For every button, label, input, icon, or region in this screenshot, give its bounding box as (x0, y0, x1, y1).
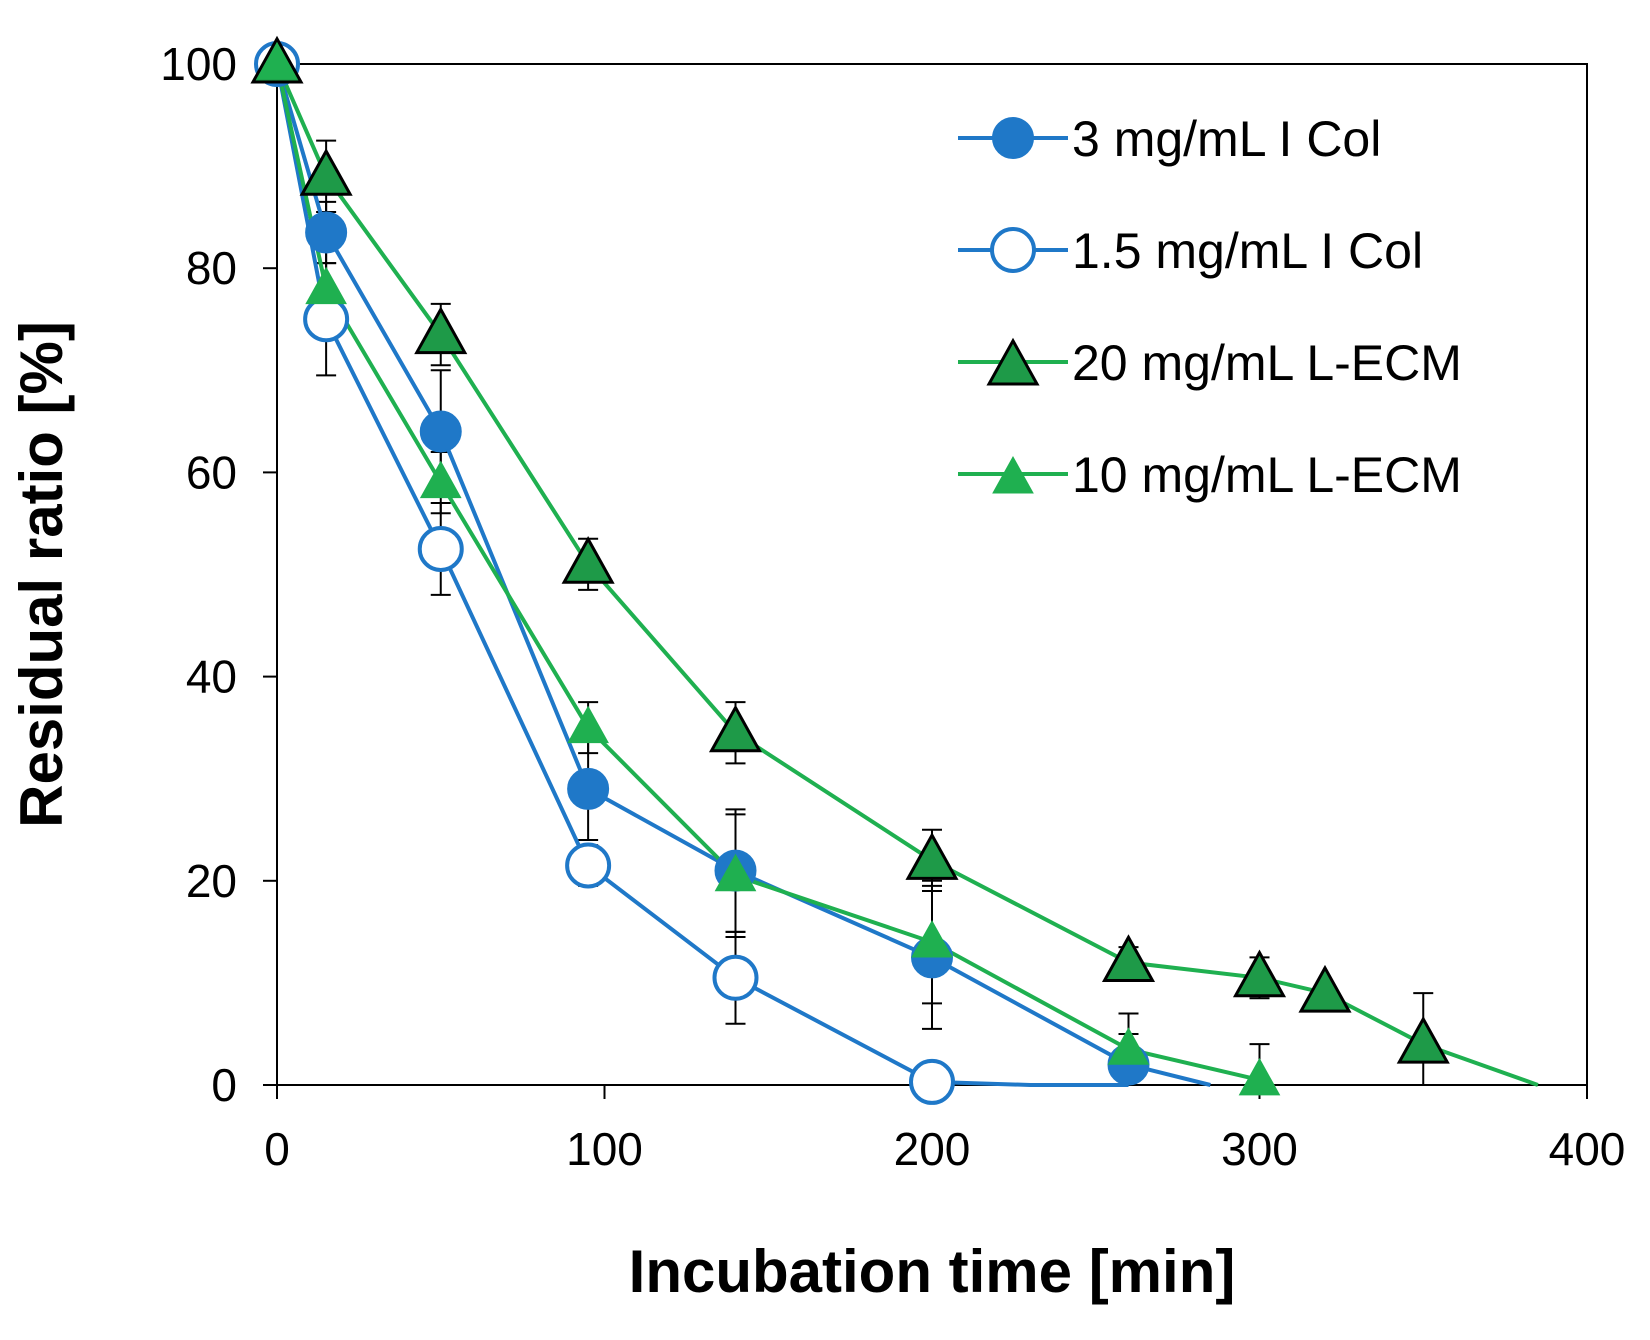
data-point-1-5-mg-ml-i-col (909, 1058, 955, 1105)
y-tick-label: 80 (186, 242, 237, 294)
legend-label: 1.5 mg/mL I Col (1072, 223, 1423, 279)
data-point-3-mg-ml-i-col (567, 767, 610, 810)
legend: 3 mg/mL I Col 1.5 mg/mL I Col 20 mg/mL L-E… (958, 111, 1462, 503)
error-bars (316, 139, 1434, 1086)
data-point-20-mg-ml-l-ecm (708, 704, 763, 753)
data-point-1-5-mg-ml-i-col (417, 525, 464, 572)
legend-label: 20 mg/mL L-ECM (1072, 335, 1462, 391)
data-point-10-mg-ml-l-ecm (714, 853, 757, 892)
data-point-20-mg-ml-l-ecm (561, 536, 615, 584)
data-point-10-mg-ml-l-ecm (256, 41, 298, 80)
x-axis-title: Incubation time [min] (629, 1238, 1236, 1305)
data-point-1-5-mg-ml-i-col (565, 842, 612, 889)
data-point-20-mg-ml-l-ecm (1101, 934, 1156, 982)
data-point-20-mg-ml-l-ecm (299, 148, 353, 196)
data-point-20-mg-ml-l-ecm (1396, 1015, 1450, 1064)
legend-marker (990, 227, 1036, 273)
series-line-3-mg-ml-i-col (275, 63, 1211, 1087)
x-tick-label: 0 (264, 1123, 290, 1175)
legend-marker (992, 455, 1034, 494)
data-point-10-mg-ml-l-ecm (1238, 1057, 1281, 1096)
data-point-20-mg-ml-l-ecm (905, 832, 959, 880)
legend-marker (986, 337, 1040, 386)
data-point-1-5-mg-ml-i-col (303, 296, 350, 343)
x-tick-label: 200 (894, 1123, 971, 1175)
legend-marker (992, 117, 1034, 159)
legend-label: 10 mg/mL L-ECM (1072, 447, 1462, 503)
legend-label: 3 mg/mL I Col (1072, 111, 1381, 167)
x-tick-label: 400 (1549, 1123, 1626, 1175)
data-point-3-mg-ml-i-col (305, 211, 348, 254)
series-line-1-5-mg-ml-i-col (275, 63, 1129, 1087)
data-point-20-mg-ml-l-ecm (1298, 964, 1352, 1013)
y-tick-label: 0 (211, 1059, 237, 1111)
data-point-20-mg-ml-l-ecm (1232, 949, 1287, 998)
series-lines (275, 63, 1539, 1087)
data-point-10-mg-ml-l-ecm (419, 460, 462, 499)
y-tick-label: 40 (186, 651, 237, 703)
data-point-3-mg-ml-i-col (419, 410, 462, 453)
axes: 0 100 200 300 400 0 20 40 60 80 100 (160, 38, 1625, 1175)
y-tick-label: 20 (186, 855, 237, 907)
series-line-10-mg-ml-l-ecm (275, 63, 1260, 1082)
x-tick-label: 300 (1221, 1123, 1298, 1175)
x-tick-label: 100 (566, 1123, 643, 1175)
data-point-10-mg-ml-l-ecm (305, 266, 347, 305)
data-point-10-mg-ml-l-ecm (567, 705, 609, 744)
y-tick-label: 100 (160, 38, 237, 90)
data-point-1-5-mg-ml-i-col (712, 954, 759, 1001)
data-point-10-mg-ml-l-ecm (1107, 1027, 1150, 1065)
y-tick-label: 60 (186, 446, 237, 498)
series-markers (250, 35, 1450, 1105)
y-axis-title: Residual ratio [%] (8, 321, 75, 828)
data-point-20-mg-ml-l-ecm (414, 306, 468, 355)
data-point-10-mg-ml-l-ecm (911, 920, 953, 958)
